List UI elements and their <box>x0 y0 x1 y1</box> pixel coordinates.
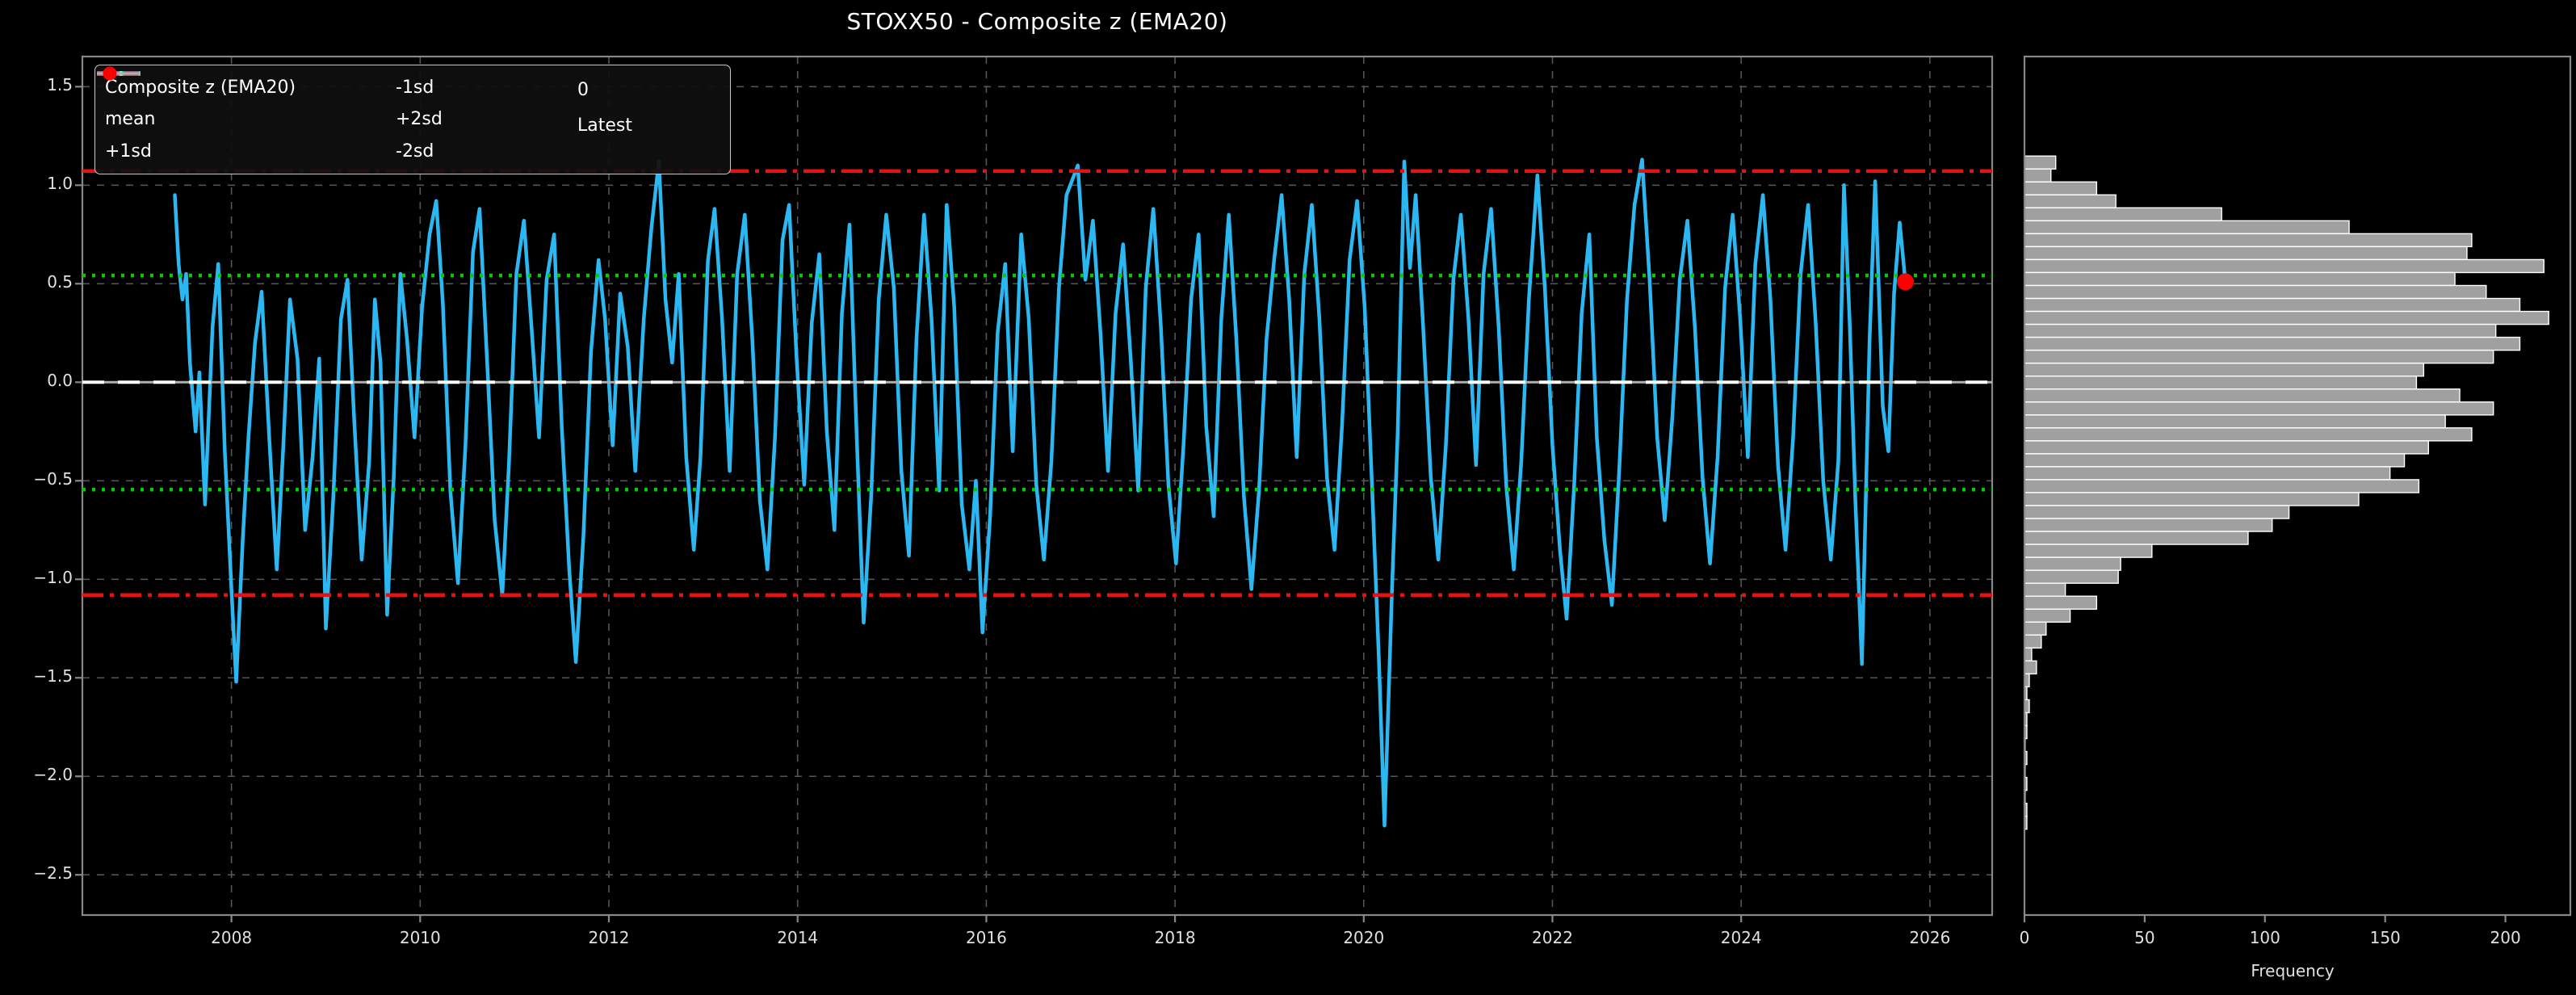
histogram-bar <box>2024 284 2487 300</box>
histogram-bar <box>2024 544 2153 558</box>
histogram-bar <box>2024 492 2360 506</box>
hist-x-tick-label: 150 <box>2369 928 2401 947</box>
x-tick-label: 2016 <box>965 928 1007 947</box>
legend-item-minus2sd: -2sd <box>97 71 577 167</box>
legend-item-latest: Latest <box>103 66 727 143</box>
histogram-bar <box>2024 505 2290 519</box>
histogram-bar <box>2024 660 2037 675</box>
x-tick-label: 2026 <box>1909 928 1951 947</box>
x-tick-label: 2018 <box>1154 928 1196 947</box>
legend-box: Composite z (EMA20) mean +1sd -1sd +2sd <box>94 65 731 174</box>
hist-x-tick-label: 100 <box>2249 928 2280 947</box>
histogram-bar <box>2024 621 2047 636</box>
chart-title: STOXX50 - Composite z (EMA20) <box>846 8 1228 35</box>
legend-column-2: -1sd +2sd -2sd <box>97 71 577 167</box>
histogram-bar <box>2024 246 2468 261</box>
histogram-bar <box>2024 518 2273 532</box>
x-tick-label: 2022 <box>1532 928 1573 947</box>
histogram-bar <box>2024 181 2098 195</box>
histogram-bar <box>2024 479 2420 493</box>
legend-item-plus1sd: +1sd <box>97 71 396 167</box>
y-tick-label: 0.5 <box>47 272 73 292</box>
hist-xlabel: Frequency <box>2251 961 2335 980</box>
histogram-bar <box>2024 220 2350 235</box>
legend-item-zero: 0 <box>97 72 727 107</box>
histogram-bar <box>2024 194 2117 209</box>
y-tick-label: 0.0 <box>47 371 73 391</box>
axes-spine <box>2023 55 2572 917</box>
histogram-bar <box>2024 310 2549 325</box>
histogram-bar <box>2024 401 2494 416</box>
histogram-bar <box>2024 608 2071 623</box>
legend-label: 0 <box>577 79 589 100</box>
histogram-bar <box>2024 258 2545 274</box>
legend-label: Composite z (EMA20) <box>105 78 296 99</box>
legend-label: mean <box>105 109 156 130</box>
x-tick-label: 2012 <box>588 928 630 947</box>
histogram-bar <box>2024 376 2418 390</box>
histogram-bar <box>2024 271 2456 287</box>
histogram-bar <box>2024 349 2494 364</box>
composite-z-line <box>173 157 1907 828</box>
histogram-bar <box>2024 427 2473 442</box>
legend-label: +1sd <box>105 141 152 162</box>
histogram-bar <box>2024 453 2406 468</box>
x-tick-label: 2010 <box>399 928 441 947</box>
legend-marker <box>103 66 117 81</box>
y-tick-label: 1.0 <box>47 174 73 194</box>
histogram-bar <box>2024 388 2461 403</box>
histogram-bar <box>2024 531 2249 545</box>
hist-x-tick-label: 200 <box>2490 928 2521 947</box>
histogram-bar <box>2024 569 2119 584</box>
legend-item-minus1sd: -1sd <box>97 71 577 103</box>
histogram-bar <box>2024 168 2052 183</box>
histogram-bar <box>2024 155 2057 170</box>
x-tick-label: 2020 <box>1343 928 1385 947</box>
histogram-bar <box>2024 647 2033 662</box>
histogram-bar <box>2024 556 2121 571</box>
hist-x-tick-label: 50 <box>2134 928 2155 947</box>
histogram-bar <box>2024 634 2042 649</box>
y-tick-label: 1.5 <box>47 75 73 95</box>
histogram-bar <box>2024 440 2429 455</box>
histogram-bar <box>2024 336 2521 351</box>
hist-x-tick-label: 0 <box>2019 928 2030 947</box>
legend-label: -2sd <box>396 141 434 162</box>
histogram-bar <box>2024 233 2473 248</box>
histogram-bar <box>2024 207 2222 222</box>
x-tick-label: 2008 <box>211 928 253 947</box>
legend-label: Latest <box>577 115 632 136</box>
histogram-bar <box>2024 595 2098 610</box>
y-tick-label: −0.5 <box>33 469 73 489</box>
histogram-bar <box>2024 466 2391 481</box>
histogram-bar <box>2024 362 2425 377</box>
x-tick-label: 2024 <box>1720 928 1762 947</box>
legend-column-1: Composite z (EMA20) mean +1sd <box>97 71 396 167</box>
y-tick-label: −2.0 <box>33 765 73 785</box>
legend-label: -1sd <box>396 78 434 99</box>
legend-column-3: 0 Latest <box>97 66 727 167</box>
histogram-bar <box>2024 297 2521 313</box>
y-tick-label: −2.5 <box>33 863 73 884</box>
histogram-bar <box>2024 582 2066 597</box>
legend-label: +2sd <box>396 109 443 130</box>
legend-item-composite: Composite z (EMA20) <box>97 71 396 103</box>
y-tick-label: −1.0 <box>33 568 73 588</box>
axes-spine <box>81 55 1994 917</box>
legend-item-mean: mean <box>97 71 396 135</box>
latest-dot-swatch-icon <box>103 66 117 81</box>
x-tick-label: 2014 <box>777 928 819 947</box>
legend-item-plus2sd: +2sd <box>97 71 577 135</box>
histogram-bar <box>2024 323 2497 338</box>
y-tick-label: −1.5 <box>33 666 73 686</box>
histogram-bar <box>2024 414 2446 429</box>
